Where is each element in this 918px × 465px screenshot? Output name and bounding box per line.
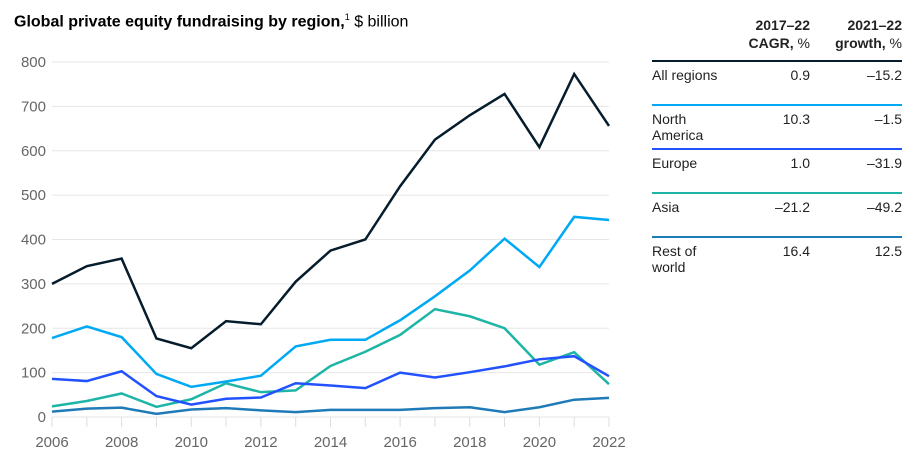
y-tick-label: 600 bbox=[21, 143, 46, 160]
cell-cagr: 1.0 bbox=[790, 155, 810, 171]
header-text: 2021–22 bbox=[847, 17, 902, 33]
cell-growth: 12.5 bbox=[874, 243, 902, 259]
title-footnote: 1 bbox=[344, 12, 350, 22]
title-text: Global private equity fundraising by reg… bbox=[14, 13, 345, 31]
y-tick-label: 0 bbox=[38, 409, 46, 426]
x-tick-label: 2012 bbox=[244, 434, 277, 451]
table-row: Rest of world 16.4 12.5 bbox=[652, 236, 902, 280]
x-tick-label: 2010 bbox=[175, 434, 208, 451]
cell-cagr: –21.2 bbox=[774, 199, 810, 215]
x-tick-label: 2014 bbox=[314, 434, 347, 451]
y-tick-label: 100 bbox=[21, 365, 46, 382]
cell-name: Europe bbox=[652, 155, 698, 171]
cell-growth: –31.9 bbox=[866, 155, 902, 171]
cell-name: Asia bbox=[652, 199, 680, 215]
header-cagr: 2017–22 CAGR, % bbox=[730, 16, 810, 60]
table-header: 2017–22 CAGR, % 2021–22 growth, % bbox=[652, 16, 902, 60]
cell-growth: –15.2 bbox=[866, 67, 902, 83]
x-tick-label: 2020 bbox=[523, 434, 556, 451]
series-line-rest-of-world bbox=[51, 396, 610, 416]
y-tick-label: 700 bbox=[21, 98, 46, 115]
y-tick-label: 200 bbox=[21, 320, 46, 337]
header-text: 2017–22 bbox=[755, 17, 810, 33]
cell-growth: –1.5 bbox=[874, 111, 902, 127]
y-tick-label: 800 bbox=[21, 54, 46, 71]
cell-name: All regions bbox=[652, 67, 718, 83]
cell-name: North America bbox=[652, 111, 704, 143]
chart-title: Global private equity fundraising by reg… bbox=[14, 12, 408, 31]
header-unit: % bbox=[889, 35, 902, 51]
series-line-europe bbox=[51, 354, 610, 406]
y-tick-label: 300 bbox=[21, 276, 46, 293]
cell-growth: –49.2 bbox=[866, 199, 902, 215]
table-row: All regions 0.9 –15.2 bbox=[652, 60, 902, 104]
cell-cagr: 16.4 bbox=[782, 243, 810, 259]
unit-label: $ billion bbox=[354, 13, 409, 31]
cell-cagr: 0.9 bbox=[790, 67, 810, 83]
header-text: CAGR, bbox=[748, 35, 794, 51]
x-tick-label: 2018 bbox=[453, 434, 486, 451]
y-tick-label: 500 bbox=[21, 187, 46, 204]
header-unit: % bbox=[797, 35, 810, 51]
x-tick-label: 2016 bbox=[383, 434, 416, 451]
y-tick-label: 400 bbox=[21, 232, 46, 249]
x-tick-label: 2008 bbox=[105, 434, 138, 451]
line-chart: 0 100 200 300 400 500 600 700 800 2006 2008 2010 201… bbox=[21, 54, 626, 451]
x-tick-label: 2022 bbox=[592, 434, 625, 451]
header-growth: 2021–22 growth, % bbox=[810, 16, 902, 60]
series-line-north-america bbox=[51, 215, 610, 389]
table-row: Europe 1.0 –31.9 bbox=[652, 148, 902, 192]
header-text: growth, bbox=[835, 35, 886, 51]
series-line-all-regions bbox=[51, 71, 611, 350]
cell-name: Rest of world bbox=[652, 243, 697, 275]
table-row: North America 10.3 –1.5 bbox=[652, 104, 902, 148]
x-tick-label: 2006 bbox=[35, 434, 68, 451]
series-line-asia bbox=[51, 307, 610, 409]
growth-table: 2017–22 CAGR, % 2021–22 growth, % All regi… bbox=[652, 16, 902, 280]
table-row: Asia –21.2 –49.2 bbox=[652, 192, 902, 236]
cell-cagr: 10.3 bbox=[782, 111, 810, 127]
